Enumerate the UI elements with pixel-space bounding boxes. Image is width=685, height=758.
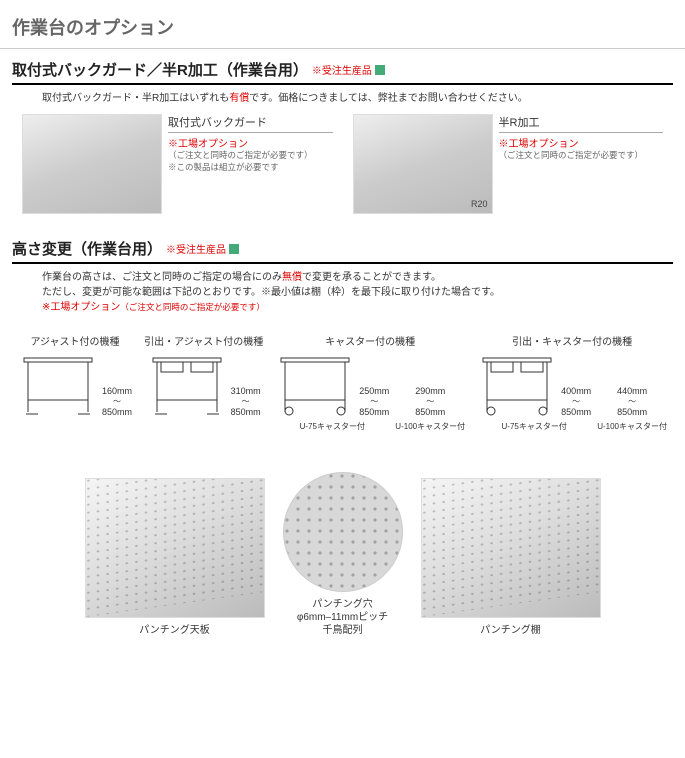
- section-header: 取付式バックガード／半R加工（作業台用） ※受注生産品: [12, 59, 673, 85]
- green-marker: [229, 244, 239, 254]
- height-variant: アジャスト付の機種 160mm〜850mm: [18, 333, 132, 432]
- height-variant: 引出・キャスター付の機種 400mm〜850mm U-75キャスター付 440m…: [477, 333, 667, 432]
- table-diagram: [18, 354, 98, 418]
- badge-made-to-order: ※受注生産品: [312, 62, 372, 77]
- caster-label: U-75キャスター付: [502, 421, 567, 432]
- punching-row: パンチング天板 パンチング穴 φ6mm–11mmピッチ 千鳥配列 パンチング棚: [0, 450, 685, 655]
- option-backguard: 取付式バックガード ※工場オプション （ご注文と同時のご指定が必要です） ※この…: [22, 114, 333, 214]
- cap-3: 千鳥配列: [323, 625, 363, 636]
- lead-post: で変更を承ることができます。: [302, 272, 441, 283]
- lead-pre: 取付式バックガード・半R加工はいずれも: [42, 93, 229, 104]
- thumb-punching-shelf: [421, 478, 601, 618]
- lead-text: 取付式バックガード・半R加工はいずれも有償です。価格につきましては、弊社までお問…: [42, 91, 673, 106]
- lead-factory-note: （ご注文と同時のご指定が必要です）: [120, 302, 265, 312]
- lead-em: 無償: [282, 272, 302, 283]
- table-diagram: [477, 354, 557, 418]
- option-note-2: ※この製品は組立が必要です: [168, 162, 333, 174]
- factory-option-label: ※工場オプション: [168, 135, 333, 150]
- variant-title: キャスター付の機種: [275, 333, 465, 348]
- punching-shelf: パンチング棚: [421, 478, 601, 637]
- page-title: 作業台のオプション: [0, 0, 685, 49]
- option-half-r: 半R加工 ※工場オプション （ご注文と同時のご指定が必要です）: [353, 114, 664, 214]
- section-header: 高さ変更（作業台用） ※受注生産品: [12, 238, 673, 264]
- cap-2: φ6mm–11mmピッチ: [297, 612, 388, 623]
- dimension-range: 310mm〜850mm: [231, 386, 261, 418]
- dimension-range: 290mm〜850mm: [415, 386, 445, 418]
- section-height: 高さ変更（作業台用） ※受注生産品 作業台の高さは、ご注文と同時のご指定の場合に…: [0, 228, 685, 450]
- section-title: 取付式バックガード／半R加工（作業台用）: [12, 59, 308, 80]
- punching-hole: パンチング穴 φ6mm–11mmピッチ 千鳥配列: [283, 472, 403, 637]
- lead-pre: 作業台の高さは、ご注文と同時のご指定の場合にのみ: [42, 272, 282, 283]
- dimension-range: 250mm〜850mm: [359, 386, 389, 418]
- variant-title: アジャスト付の機種: [18, 333, 132, 348]
- thumb-punching-hole: [283, 472, 403, 592]
- height-variants-row: アジャスト付の機種 160mm〜850mm 引出・アジャスト付の機種 310mm…: [12, 323, 673, 450]
- caption: パンチング棚: [421, 624, 601, 637]
- badge-made-to-order: ※受注生産品: [166, 241, 226, 256]
- factory-option-label: ※工場オプション: [499, 135, 664, 150]
- lead-em: 有償: [229, 93, 249, 104]
- dimension-range: 160mm〜850mm: [102, 386, 132, 418]
- caster-label: U-100キャスター付: [395, 421, 465, 432]
- option-note: （ご注文と同時のご指定が必要です）: [168, 150, 333, 162]
- lead-text-1: 作業台の高さは、ご注文と同時のご指定の場合にのみ無償で変更を承ることができます。…: [42, 270, 673, 315]
- table-diagram: [275, 354, 355, 418]
- section-backguard: 取付式バックガード／半R加工（作業台用） ※受注生産品 取付式バックガード・半R…: [0, 49, 685, 228]
- lead-post: です。価格につきましては、弊社までお問い合わせください。: [249, 93, 528, 104]
- punching-top: パンチング天板: [85, 478, 265, 637]
- caption: パンチング天板: [85, 624, 265, 637]
- caster-label: U-75キャスター付: [300, 421, 365, 432]
- option-name: 取付式バックガード: [168, 114, 333, 133]
- option-note: （ご注文と同時のご指定が必要です）: [499, 150, 664, 162]
- caster-label: U-100キャスター付: [597, 421, 667, 432]
- dimension-range: 400mm〜850mm: [561, 386, 591, 418]
- green-marker: [375, 65, 385, 75]
- lead-line-2: ただし、変更が可能な範囲は下記のとおりです。※最小値は棚（枠）を最下段に取り付け…: [42, 287, 500, 298]
- cap-1: パンチング穴: [312, 599, 373, 610]
- thumb-half-r: [353, 114, 493, 214]
- dimension-range: 440mm〜850mm: [617, 386, 647, 418]
- thumb-punching-top: [85, 478, 265, 618]
- option-name: 半R加工: [499, 114, 664, 133]
- height-variant: 引出・アジャスト付の機種 310mm〜850mm: [144, 333, 263, 432]
- variant-title: 引出・キャスター付の機種: [477, 333, 667, 348]
- variant-title: 引出・アジャスト付の機種: [144, 333, 263, 348]
- section-title: 高さ変更（作業台用）: [12, 238, 162, 259]
- caption: パンチング穴 φ6mm–11mmピッチ 千鳥配列: [283, 598, 403, 637]
- thumb-backguard: [22, 114, 162, 214]
- lead-factory: ※工場オプション: [42, 302, 120, 313]
- height-variant: キャスター付の機種 250mm〜850mm U-75キャスター付 290mm〜8…: [275, 333, 465, 432]
- table-diagram: [147, 354, 227, 418]
